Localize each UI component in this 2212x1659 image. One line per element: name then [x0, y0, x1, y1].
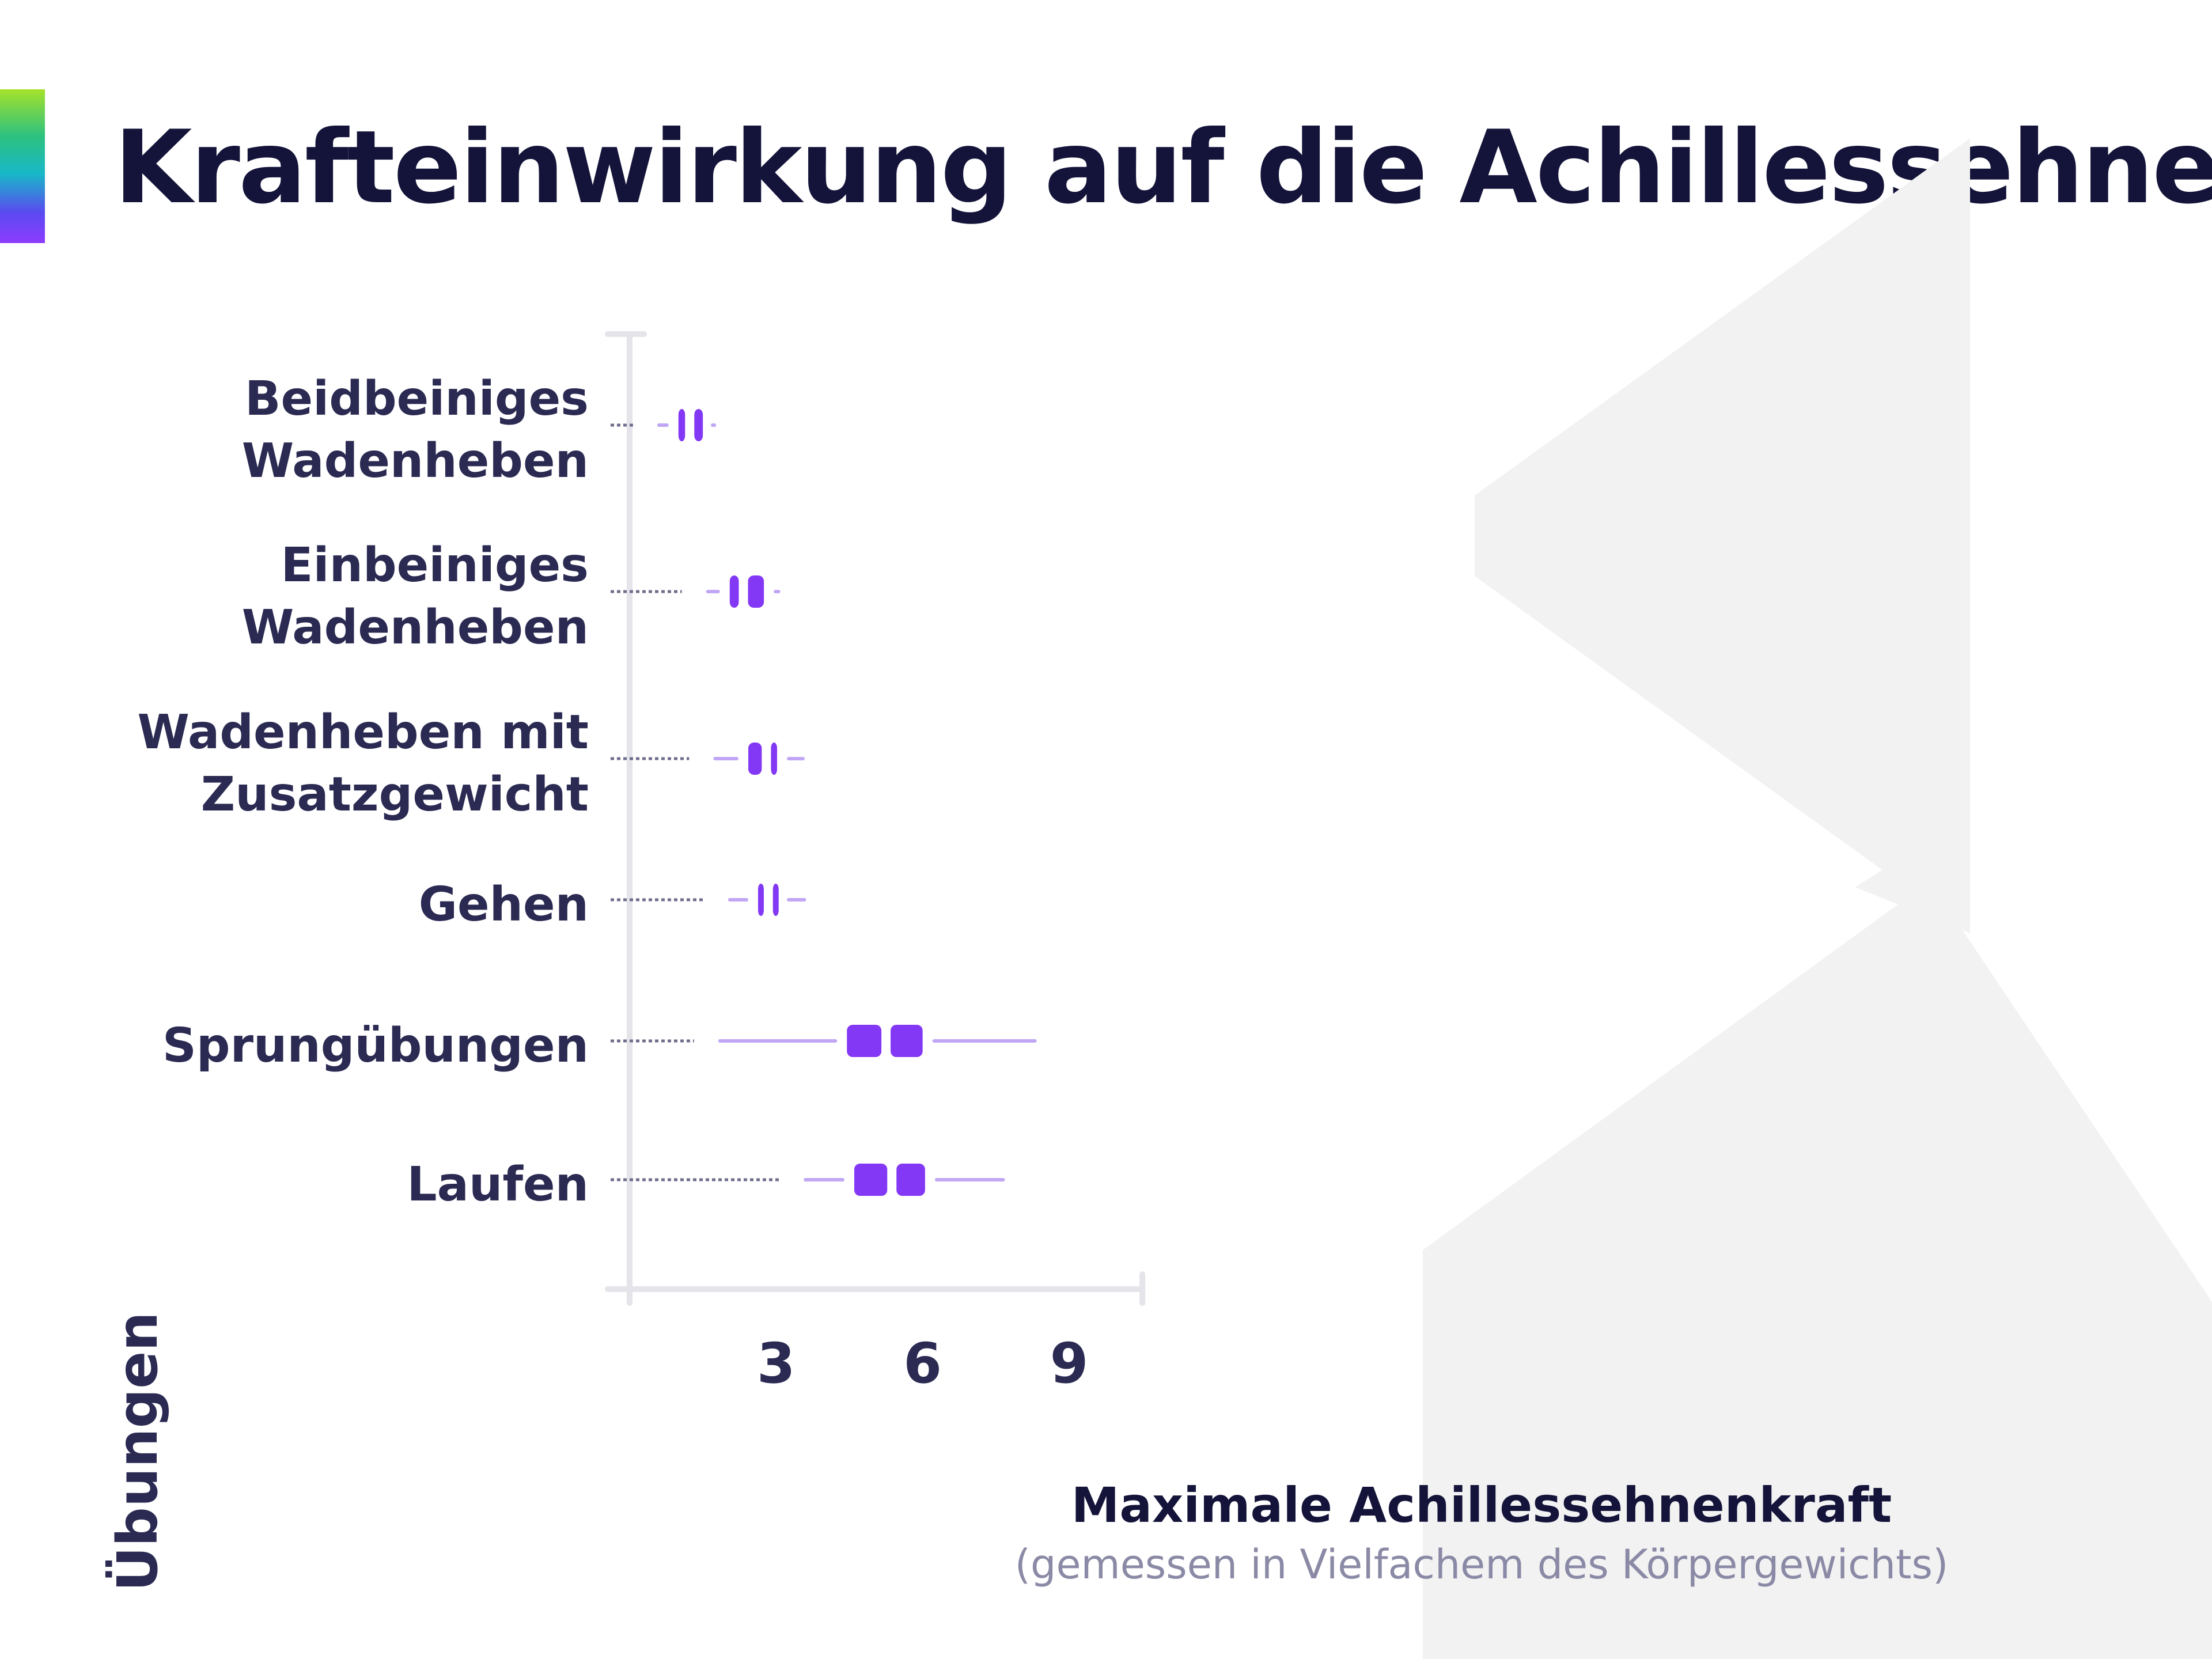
watermark-logo — [1423, 138, 2212, 1659]
x-axis-subtitle: (gemessen in Vielfachem des Körpergewich… — [1015, 1541, 1949, 1588]
upper-box — [772, 884, 779, 916]
upper-box — [896, 1164, 925, 1196]
upper-box — [748, 575, 764, 608]
x-tick-label: 3 — [757, 1331, 796, 1396]
category-label: Wadenheben — [242, 600, 589, 655]
category-label: Gehen — [419, 877, 589, 932]
lower-box — [847, 1025, 882, 1057]
lower-box — [757, 884, 764, 916]
category-label: Sprungübungen — [162, 1018, 589, 1073]
watermark-lower-shape — [1423, 881, 2212, 1659]
boxplot-row: Sprungübungen — [162, 1018, 1037, 1073]
x-tick-label: 6 — [903, 1331, 942, 1396]
x-tick-label: 9 — [1050, 1331, 1089, 1396]
lower-box — [729, 575, 739, 608]
boxplot-row: Laufen — [407, 1157, 1005, 1212]
category-label: Zusatzgewicht — [201, 767, 589, 822]
gradient-accent-bar — [0, 89, 45, 243]
lower-box — [748, 743, 762, 775]
upper-box — [694, 409, 703, 441]
category-label: Wadenheben — [242, 434, 589, 488]
x-axis-title: Maximale Achillessehnenkraft — [1071, 1477, 1892, 1533]
lower-box — [854, 1164, 888, 1196]
category-label: Wadenheben mit — [137, 705, 589, 760]
upper-box — [891, 1025, 923, 1057]
page-title: Krafteinwirkung auf die Achillessehne — [114, 109, 2212, 226]
y-axis-title: Übungen — [105, 1312, 170, 1592]
upper-box — [771, 743, 778, 775]
lower-box — [678, 409, 685, 441]
boxplot-row: Einbeiniges Wadenheben — [242, 538, 781, 655]
boxplot-row: Wadenheben mit Zusatzgewicht — [137, 705, 805, 822]
category-label: Laufen — [407, 1157, 589, 1212]
boxplot-row: Beidbeiniges Wadenheben — [242, 372, 717, 488]
watermark-upper-shape — [1475, 138, 1970, 933]
boxplot-row: Gehen — [419, 877, 806, 932]
category-label: Einbeiniges — [281, 538, 589, 593]
category-label: Beidbeiniges — [245, 372, 589, 426]
